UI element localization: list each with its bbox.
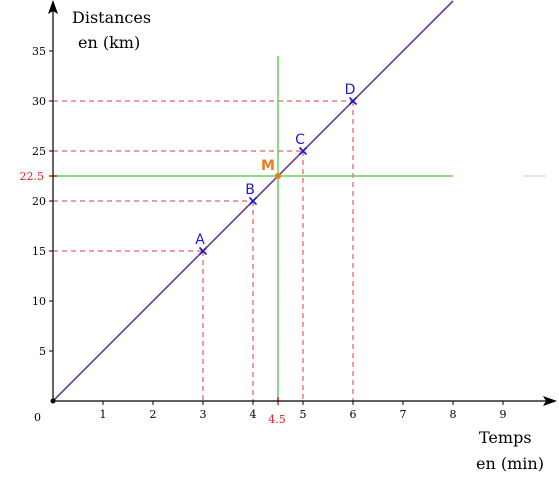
point-label-b: B [245,182,255,198]
x-axis-label-line1: Temps [479,428,532,447]
x-axis-arrow-icon [543,396,557,406]
x-tick-label: 4 [250,408,257,421]
point-label-a: A [195,232,205,248]
guide-lines [53,100,354,401]
reference-lines [49,56,546,405]
x-tick-label: 2 [150,408,157,421]
point-marker-a [198,246,208,256]
point-label-d: D [345,82,356,98]
point-marker-d [348,96,358,106]
y-tick-label: 35 [32,45,46,58]
origin-point [50,398,56,404]
x-tick-label: 5 [300,408,307,421]
data-points: A B C D M [195,82,358,256]
y-tick-label: 5 [39,345,46,358]
point-label-c: C [295,132,305,148]
y-tick-label: 15 [32,245,46,258]
point-marker-b [248,196,258,206]
highlight-x-label: 4.5 [268,413,286,426]
highlight-point [275,173,281,179]
y-axis-arrow-icon [48,0,58,14]
point-marker-c [298,146,308,156]
x-tick-label: 1 [100,408,107,421]
origin-label: 0 [34,411,41,424]
y-axis-label-line1: Distances [72,8,151,27]
x-axis-label-line2: en (min) [476,454,544,473]
y-tick-label: 25 [32,145,46,158]
x-tick-label: 6 [350,408,357,421]
y-tick-label: 20 [32,195,46,208]
axes [48,0,557,406]
x-tick-label: 7 [400,408,407,421]
x-tick-label: 8 [450,408,457,421]
x-tick-label: 9 [500,408,507,421]
highlight-y-label: 22.5 [20,170,45,183]
y-tick-label: 10 [32,295,46,308]
highlight-label: M [261,158,275,174]
y-tick-label: 30 [32,95,46,108]
x-tick-label: 3 [200,408,207,421]
axis-ticks: 1 2 3 4 5 6 7 8 9 5 10 15 20 25 30 35 [32,45,507,421]
y-axis-label-line2: en (km) [78,33,140,52]
